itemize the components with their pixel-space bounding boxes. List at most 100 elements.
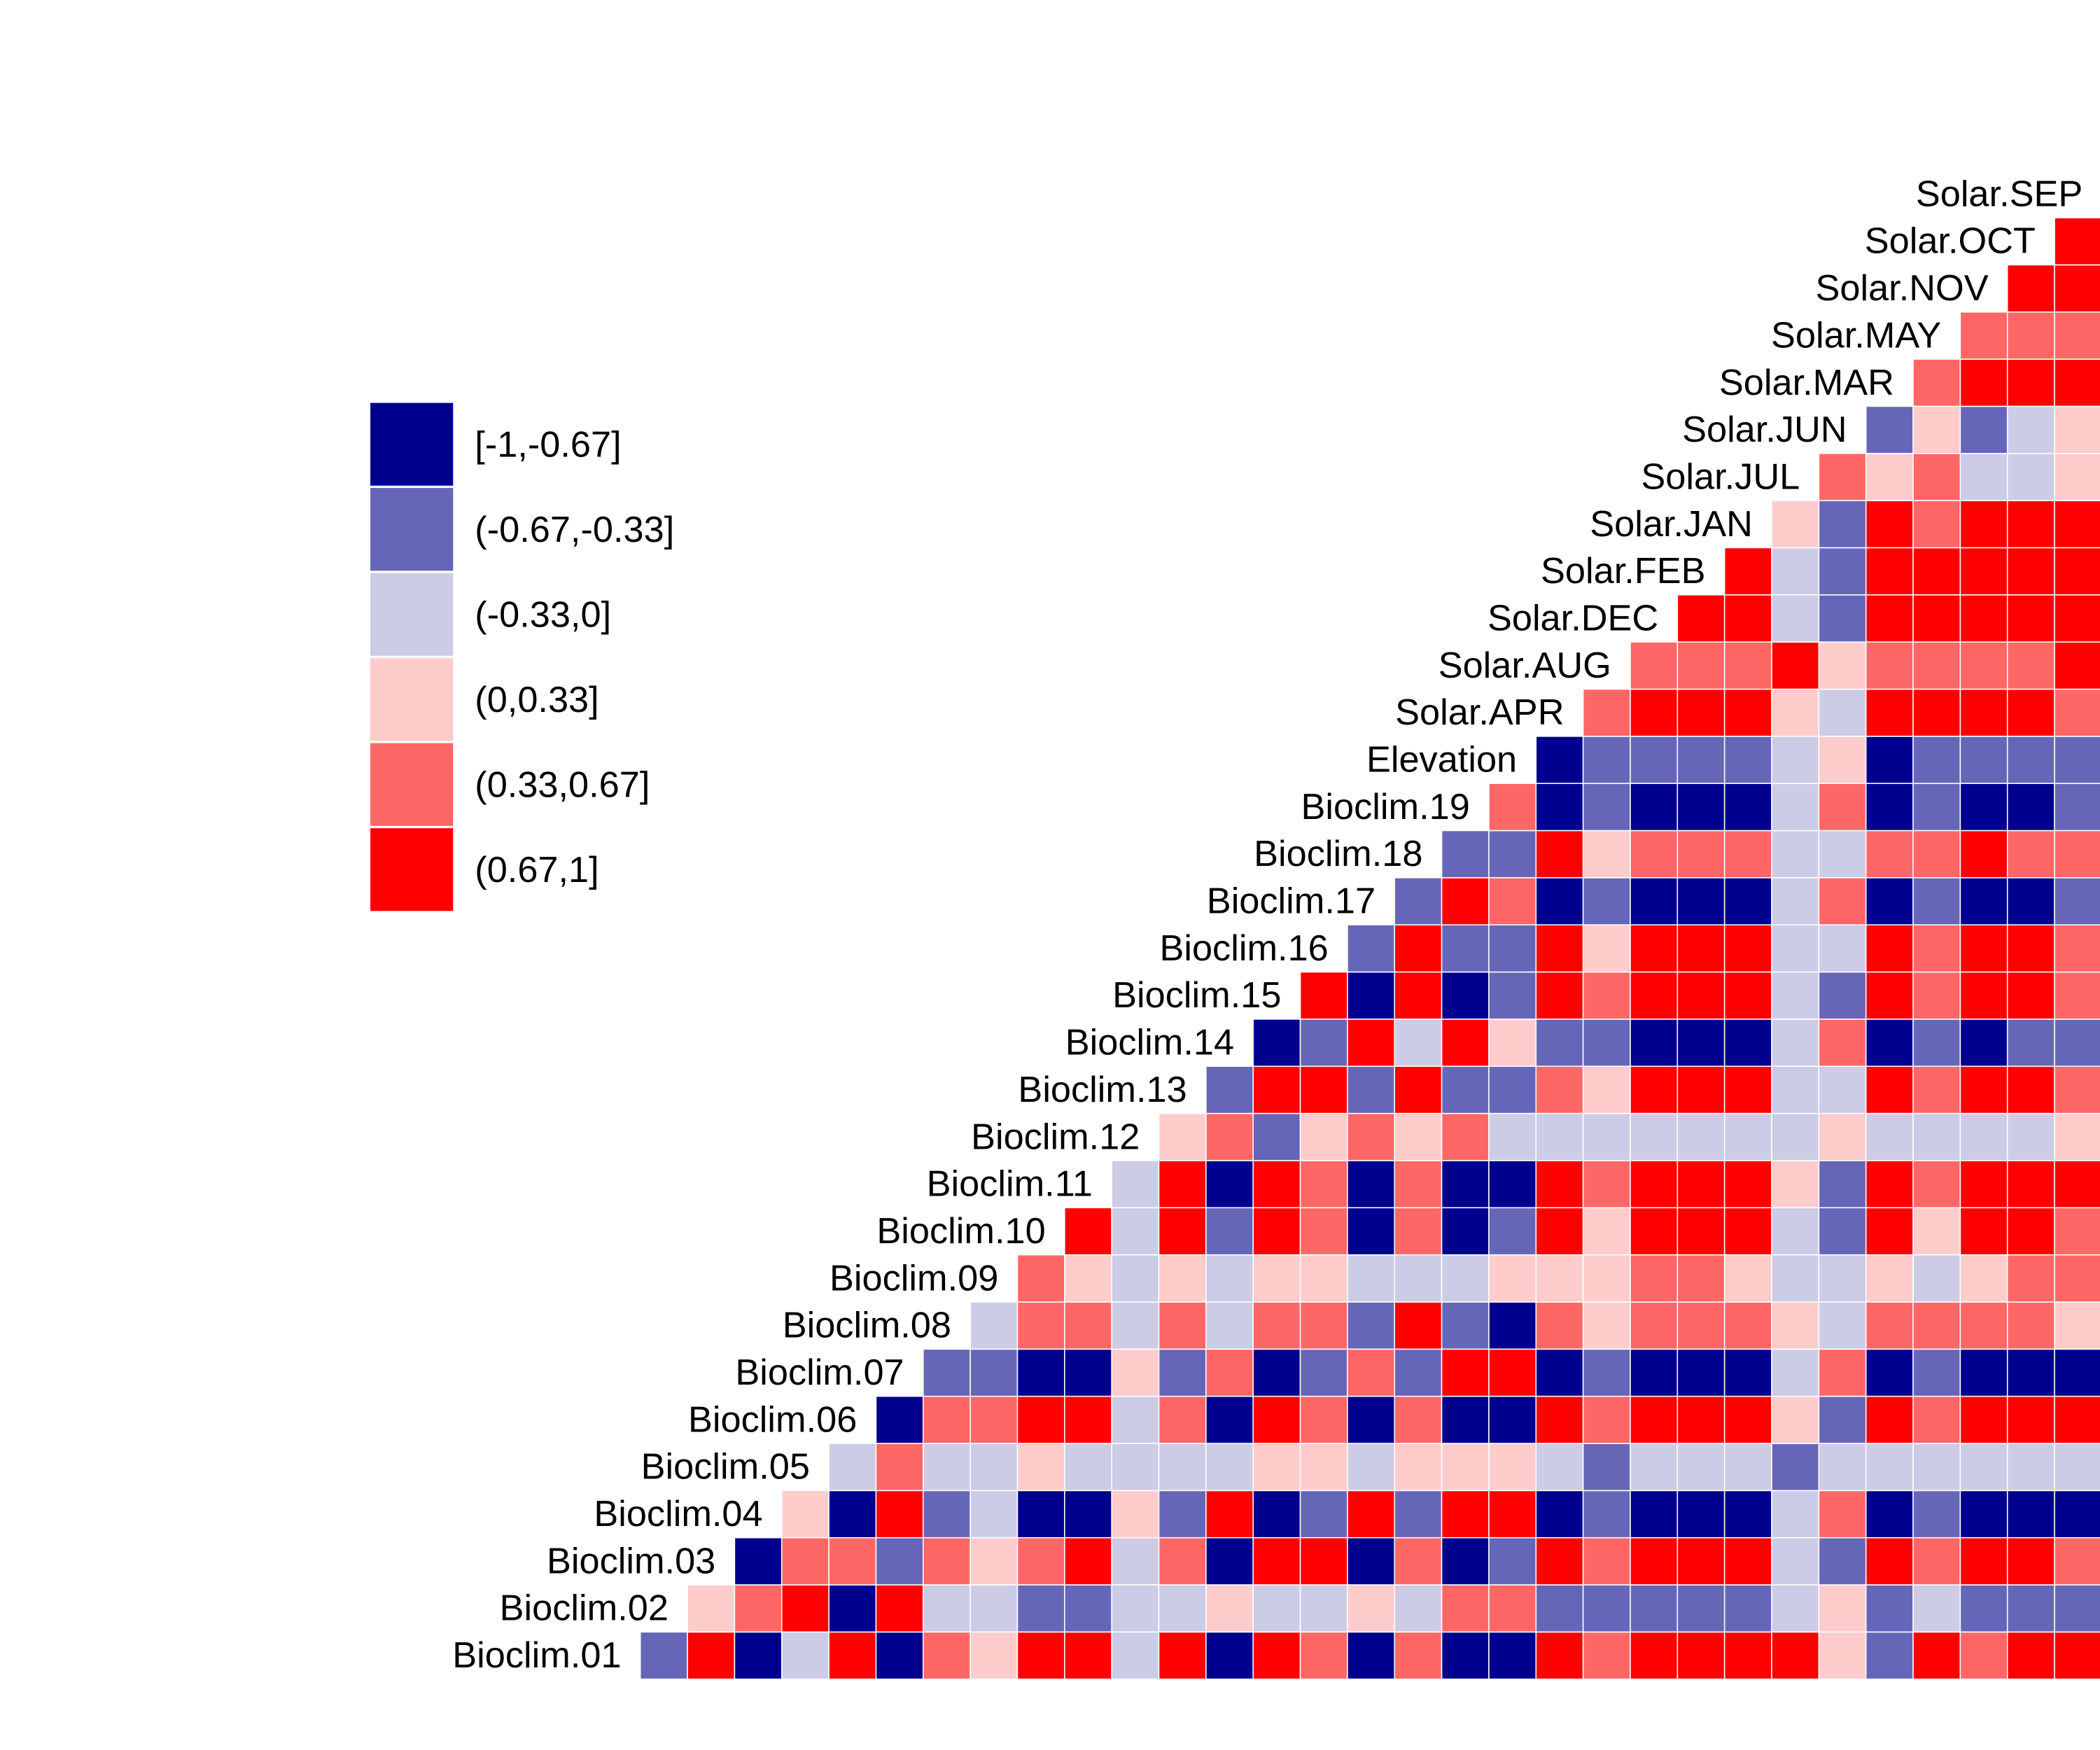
heatmap-cell: [1535, 971, 1584, 1020]
heatmap-cell: [1158, 1160, 1207, 1209]
heatmap-cell: [1865, 877, 1914, 925]
heatmap-cell: [1818, 688, 1867, 737]
heatmap-cell: [1535, 1490, 1584, 1539]
heatmap-cell: [1111, 1301, 1160, 1350]
heatmap-cell: [1252, 1536, 1301, 1586]
heatmap-cell: [1205, 1395, 1254, 1444]
heatmap-cell: [1064, 1443, 1112, 1492]
heatmap-cell: [1488, 877, 1537, 925]
variable-label: Bioclim.01: [452, 1635, 621, 1676]
heatmap-cell: [1158, 1348, 1207, 1397]
heatmap-cell: [780, 1631, 830, 1680]
heatmap-cell: [1111, 1584, 1160, 1633]
heatmap-cell: [1252, 1490, 1301, 1539]
heatmap-cell: [1582, 1443, 1631, 1492]
heatmap-cell: [1535, 1254, 1584, 1303]
heatmap-cell: [1912, 547, 1961, 596]
heatmap-cell: [1771, 1207, 1820, 1256]
heatmap-cell: [1488, 1018, 1537, 1068]
heatmap-cell: [1865, 500, 1914, 549]
heatmap-cell: [1912, 594, 1961, 643]
heatmap-cell: [1723, 1490, 1772, 1539]
heatmap-cell: [969, 1395, 1018, 1444]
heatmap-cell: [1771, 924, 1820, 973]
heatmap-cell: [1723, 1254, 1772, 1303]
heatmap-cell: [1582, 830, 1631, 878]
heatmap-cell: [1158, 1395, 1207, 1444]
variable-label: Bioclim.04: [594, 1494, 762, 1534]
heatmap-cell: [1347, 1490, 1396, 1539]
heatmap-cell: [1064, 1490, 1112, 1539]
heatmap-cell: [1912, 877, 1961, 925]
heatmap-cell: [1252, 1065, 1301, 1114]
heatmap-cell: [2054, 1065, 2100, 1114]
heatmap-cell: [1016, 1301, 1065, 1350]
heatmap-cell: [1818, 1018, 1867, 1068]
heatmap-cell: [1394, 1254, 1443, 1303]
heatmap-cell: [2054, 1536, 2100, 1586]
heatmap-cell: [1865, 830, 1914, 878]
heatmap-cell: [1111, 1443, 1160, 1492]
heatmap-cell: [1630, 1160, 1679, 1209]
heatmap-cell: [1771, 1443, 1820, 1492]
heatmap-cell: [1818, 1490, 1867, 1539]
heatmap-cell: [1723, 924, 1772, 973]
heatmap-cell: [2054, 877, 2100, 925]
heatmap-cell: [1158, 1631, 1207, 1680]
heatmap-cell: [1582, 1112, 1631, 1161]
heatmap-cell: [1865, 1301, 1914, 1350]
heatmap-cell: [1582, 877, 1631, 925]
heatmap-cell: [1723, 1301, 1772, 1350]
heatmap-cell: [1676, 971, 1726, 1020]
heatmap-cell: [1676, 924, 1726, 973]
heatmap-cell: [1299, 1443, 1348, 1492]
heatmap-cell: [1676, 1490, 1726, 1539]
legend-label: [-1,-0.67]: [475, 425, 621, 465]
heatmap-cell: [1347, 1254, 1396, 1303]
heatmap-cell: [1818, 877, 1867, 925]
heatmap-cell: [1488, 1254, 1537, 1303]
heatmap-cell: [1818, 1536, 1867, 1586]
variable-label: Solar.JAN: [1590, 504, 1753, 545]
heatmap-cell: [1535, 736, 1584, 784]
heatmap-cell: [2054, 1112, 2100, 1161]
heatmap-cell: [1441, 1490, 1490, 1539]
heatmap-cell: [1959, 1490, 2008, 1539]
legend-swatch: [370, 573, 454, 656]
heatmap-cell: [1488, 1207, 1537, 1256]
heatmap-cell: [1158, 1207, 1207, 1256]
heatmap-cell: [1630, 1301, 1679, 1350]
heatmap-cell: [923, 1536, 971, 1586]
heatmap-cell: [1630, 1584, 1679, 1633]
heatmap-cell: [2054, 264, 2100, 313]
heatmap-cell: [2006, 1301, 2055, 1350]
variable-label: Solar.JUL: [1641, 456, 1800, 497]
heatmap-cell: [969, 1348, 1018, 1397]
heatmap-cell: [1535, 1348, 1584, 1397]
heatmap-cell: [2054, 217, 2100, 266]
heatmap-cell: [2054, 1443, 2100, 1492]
heatmap-cell: [2006, 311, 2055, 360]
heatmap-cell: [969, 1584, 1018, 1633]
heatmap-cell: [1676, 1395, 1726, 1444]
heatmap-cell: [1818, 547, 1867, 596]
heatmap-cell: [1723, 641, 1772, 690]
heatmap-cell: [1676, 1631, 1726, 1680]
heatmap-cell: [1111, 1348, 1160, 1397]
heatmap-cell: [1205, 1443, 1254, 1492]
heatmap-cell: [780, 1584, 830, 1633]
legend-swatch: [370, 402, 454, 486]
heatmap-cell: [1394, 1536, 1443, 1586]
heatmap-cell: [1630, 1536, 1679, 1586]
heatmap-cell: [1394, 1584, 1443, 1633]
heatmap-cell: [1299, 1160, 1348, 1209]
heatmap-cell: [1441, 1018, 1490, 1068]
heatmap-cell: [2054, 971, 2100, 1020]
heatmap-cell: [1299, 1348, 1348, 1397]
heatmap-cell: [2006, 688, 2055, 737]
variable-label: Bioclim.16: [1159, 928, 1328, 969]
heatmap-cell: [1771, 547, 1820, 596]
heatmap-cell: [1535, 783, 1584, 832]
heatmap-cell: [2006, 452, 2055, 501]
heatmap-cell: [1959, 1395, 2008, 1444]
